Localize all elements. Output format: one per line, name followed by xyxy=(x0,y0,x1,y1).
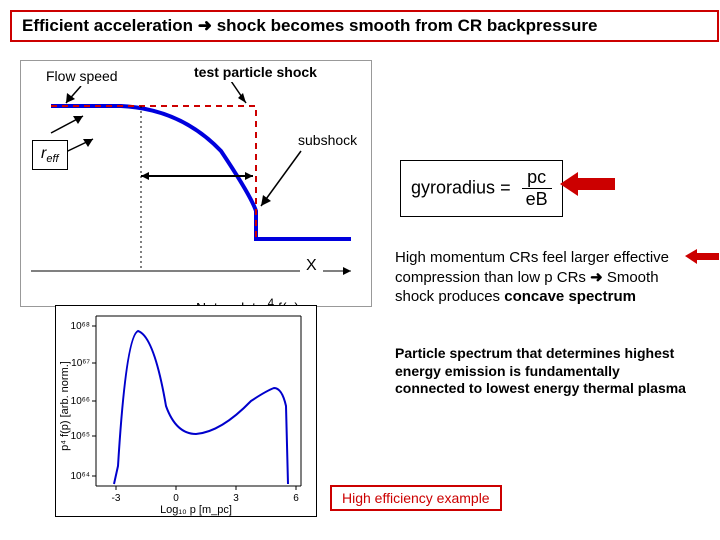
rt-bold: concave spectrum xyxy=(504,288,636,305)
ylabel: p⁴ f(p) [arb. norm.] xyxy=(59,361,71,451)
flow-speed-label: Flow speed xyxy=(40,66,124,86)
ytick-0: 10⁶⁴ xyxy=(70,471,90,482)
ytick-2: 10⁶⁶ xyxy=(71,396,90,407)
efficiency-box: High efficiency example xyxy=(330,485,502,511)
subshock-label: subshock xyxy=(292,130,363,150)
x-axis-label: X xyxy=(300,255,323,277)
rt-arrow: ➜ xyxy=(590,269,603,286)
equals-sign: = xyxy=(500,177,516,197)
xtick-1: 0 xyxy=(173,493,179,504)
title-post: shock becomes smooth from CR backpressur… xyxy=(212,16,597,35)
right-text-block: High momentum CRs feel larger effective … xyxy=(395,248,695,307)
particle-text: Particle spectrum that determines highes… xyxy=(395,345,690,398)
title-arrow: ➜ xyxy=(198,16,212,35)
title-box: Efficient acceleration ➜ shock becomes s… xyxy=(10,10,719,42)
title-pre: Efficient acceleration xyxy=(22,16,198,35)
gyro-box: gyroradius = pc eB xyxy=(400,160,563,217)
gyro-fraction: pc eB xyxy=(522,167,552,210)
xtick-2: 3 xyxy=(233,493,239,504)
test-particle-label: test particle shock xyxy=(188,62,323,82)
xlabel: Log₁₀ p [m_pc] xyxy=(160,504,232,516)
spectrum-plot: -3 0 3 6 10⁶⁴ 10⁶⁵ 10⁶⁶ 10⁶⁷ 10⁶⁸ Log₁₀ … xyxy=(55,305,317,517)
gyro-den: eB xyxy=(522,189,552,210)
red-arrow-gyro xyxy=(560,170,620,200)
xtick-3: 6 xyxy=(293,493,299,504)
spectrum-svg: -3 0 3 6 10⁶⁴ 10⁶⁵ 10⁶⁶ 10⁶⁷ 10⁶⁸ Log₁₀ … xyxy=(56,306,316,516)
gyro-label: gyroradius xyxy=(411,177,495,197)
reff-box: reff xyxy=(32,140,68,170)
gyro-num: pc xyxy=(522,167,552,189)
ytick-4: 10⁶⁸ xyxy=(71,321,90,332)
xtick-0: -3 xyxy=(112,493,121,504)
reff-sub: eff xyxy=(46,153,58,165)
ytick-1: 10⁶⁵ xyxy=(71,431,90,442)
ytick-3: 10⁶⁷ xyxy=(71,358,90,369)
